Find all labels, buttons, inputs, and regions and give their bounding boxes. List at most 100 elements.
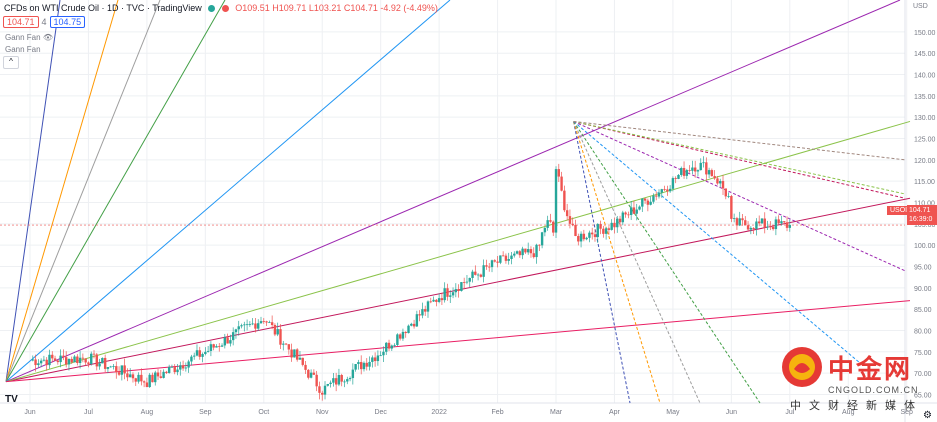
- candle-body: [337, 375, 341, 385]
- candle-body: [432, 299, 435, 302]
- candle-body: [173, 366, 176, 373]
- candle-body: [276, 329, 279, 335]
- candle-body: [504, 255, 508, 261]
- candle-body: [429, 301, 432, 303]
- candle-body: [515, 251, 519, 254]
- countdown-value: 16:39:0: [909, 216, 933, 223]
- candle-body: [62, 355, 65, 358]
- candle-body: [577, 236, 580, 242]
- candle-body: [588, 232, 591, 238]
- candle-body: [229, 340, 232, 344]
- candle-body: [649, 201, 652, 205]
- gann-fan-line: [5, 300, 911, 383]
- candle-body: [237, 326, 240, 330]
- candle-body: [538, 244, 541, 246]
- gann-fan-line: [573, 121, 861, 364]
- candle-body: [652, 195, 655, 202]
- gann-fan-line: [573, 121, 661, 404]
- candle-body: [468, 277, 471, 282]
- candle-body: [128, 374, 132, 378]
- candle-body: [641, 198, 644, 207]
- candle-body: [543, 227, 547, 233]
- candle-body: [220, 345, 224, 347]
- candle-body: [134, 378, 137, 382]
- candle-body: [749, 227, 753, 230]
- price-tick-label: 105.00: [914, 222, 936, 229]
- candle-body: [268, 322, 271, 324]
- collapse-legend-button[interactable]: ^: [3, 56, 19, 69]
- candle-body: [64, 357, 68, 365]
- candle-body: [251, 323, 254, 325]
- candle-body: [140, 374, 143, 382]
- candle-body: [418, 314, 421, 316]
- candle-body: [657, 192, 661, 197]
- candle-body: [760, 218, 764, 224]
- candle-body: [488, 266, 491, 268]
- candle-body: [677, 174, 680, 179]
- candle-body: [705, 162, 708, 175]
- candle-body: [103, 357, 107, 369]
- candle-body: [426, 301, 430, 312]
- candle-body: [407, 325, 410, 334]
- candle-body: [682, 167, 686, 176]
- candle-body: [53, 358, 57, 361]
- ask-price-button[interactable]: 104.75: [49, 16, 86, 28]
- candle-body: [385, 342, 388, 352]
- candle-body: [218, 346, 221, 347]
- candle-body: [156, 372, 160, 377]
- indicator-gann-fan-1[interactable]: Gann Fan 👁: [5, 33, 53, 42]
- candle-body: [142, 381, 146, 383]
- candle-body: [499, 255, 502, 263]
- gear-icon[interactable]: ⚙: [923, 410, 932, 421]
- candle-body: [635, 209, 638, 214]
- last-price-label: 104.71 16:39:0: [907, 205, 937, 225]
- candle-body: [279, 329, 282, 345]
- candle-body: [290, 349, 293, 358]
- candle-body: [245, 324, 249, 326]
- candle-body: [424, 309, 427, 312]
- candle-body: [730, 196, 733, 219]
- candle-body: [240, 325, 243, 327]
- price-tick-label: 95.00: [914, 264, 932, 271]
- price-tick-label: 80.00: [914, 328, 932, 335]
- candle-body: [332, 378, 335, 383]
- time-tick-label: Feb: [492, 409, 504, 416]
- time-tick-label: Oct: [258, 409, 269, 416]
- candle-body: [295, 349, 299, 360]
- candle-body: [668, 188, 672, 192]
- candle-body: [691, 167, 694, 171]
- bid-price-button[interactable]: 104.71: [3, 16, 39, 28]
- candle-body: [571, 223, 574, 225]
- candle-body: [496, 261, 499, 263]
- candle-body: [777, 219, 780, 224]
- eye-icon[interactable]: 👁: [42, 33, 53, 42]
- candle-body: [769, 226, 772, 228]
- candle-body: [257, 323, 260, 329]
- candle-body: [167, 366, 171, 373]
- candle-body: [732, 218, 736, 219]
- candle-body: [318, 386, 321, 393]
- gann-fan-line: [573, 121, 631, 404]
- candle-body: [549, 220, 552, 222]
- indicator-gann-fan-2[interactable]: Gann Fan: [5, 45, 41, 54]
- candle-body: [721, 181, 725, 189]
- candle-body: [115, 366, 118, 373]
- candle-body: [719, 181, 722, 184]
- gann-fan-line: [5, 0, 451, 383]
- candle-body: [526, 249, 530, 253]
- time-tick-label: Apr: [609, 409, 621, 416]
- candle-body: [788, 225, 792, 228]
- candle-body: [42, 359, 46, 361]
- candle-body: [254, 323, 257, 329]
- candle-body: [39, 360, 43, 364]
- candle-body: [451, 292, 455, 296]
- price-quote: 104.71 4 104.75: [3, 16, 86, 28]
- candle-body: [248, 324, 252, 325]
- candle-body: [557, 169, 561, 177]
- candle-body: [554, 169, 558, 233]
- candle-body: [34, 359, 37, 366]
- candle-body: [507, 259, 510, 261]
- candle-body: [510, 255, 513, 260]
